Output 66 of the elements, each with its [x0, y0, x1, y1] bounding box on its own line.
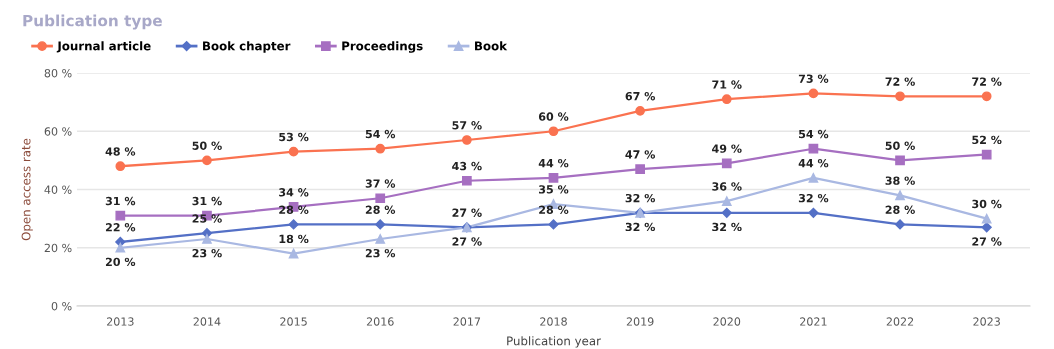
x-axis-title: Publication year	[507, 336, 601, 348]
data-label: 72 %	[972, 77, 1002, 86]
data-label: 48 %	[105, 147, 136, 156]
data-label: 23 %	[365, 248, 396, 258]
data-label: 30 %	[972, 199, 1002, 209]
data-label: 23 %	[192, 248, 222, 258]
x-tick-label: 2021	[800, 317, 827, 326]
y-axis-title: Open access rate	[21, 138, 33, 241]
x-tick-label: 2022	[886, 317, 914, 326]
data-label: 54 %	[799, 129, 829, 139]
data-label: 32 %	[712, 222, 742, 232]
x-tick-label: 2019	[626, 317, 654, 326]
legend-label: Journal article	[56, 41, 151, 53]
data-label: 54 %	[365, 129, 396, 139]
chart-title: Publication type	[23, 14, 162, 30]
data-label: 28 %	[539, 205, 569, 214]
legend-label: Book	[475, 41, 508, 51]
x-tick-label: 2014	[193, 317, 221, 326]
data-label: 28 %	[885, 205, 915, 214]
data-label: 32 %	[798, 193, 829, 203]
x-tick-label: 2016	[366, 317, 394, 326]
legend-label: Book chapter	[203, 41, 291, 53]
data-label: 32 %	[625, 193, 656, 203]
y-tick-label: 0 %	[51, 301, 72, 311]
data-label: 18 %	[279, 234, 309, 244]
data-label: 53 %	[279, 132, 309, 142]
y-tick-label: 40 %	[44, 185, 72, 194]
data-label: 36 %	[712, 182, 742, 191]
data-label: 20 %	[105, 257, 136, 267]
data-label: 31 %	[192, 196, 222, 206]
data-label: 72 %	[885, 77, 915, 86]
data-label: 27 %	[452, 237, 482, 246]
data-label: 35 %	[539, 185, 569, 194]
data-label: 50 %	[885, 141, 915, 150]
data-label: 27 %	[972, 237, 1002, 246]
x-tick-label: 2018	[540, 317, 567, 326]
data-label: 71 %	[712, 80, 742, 89]
data-label: 57 %	[452, 121, 482, 130]
data-label: 25 %	[192, 214, 222, 223]
data-label: 44 %	[798, 158, 829, 168]
y-tick-label: 20 %	[44, 243, 72, 253]
data-label: 60 %	[538, 112, 569, 121]
data-label: 52 %	[972, 135, 1002, 145]
data-label: 49 %	[712, 144, 742, 153]
legend-label: Proceedings	[342, 41, 423, 53]
data-label: 67 %	[625, 91, 656, 101]
data-label: 31 %	[105, 196, 136, 206]
data-label: 22 %	[105, 223, 136, 232]
data-label: 28 %	[365, 205, 396, 214]
x-tick-label: 2020	[713, 317, 741, 326]
data-label: 34 %	[279, 188, 309, 197]
data-label: 50 %	[192, 141, 222, 150]
data-label: 47 %	[625, 150, 656, 159]
data-label: 32 %	[625, 222, 656, 232]
x-tick-label: 2015	[280, 317, 307, 326]
x-tick-label: 2017	[453, 317, 481, 326]
y-tick-label: 80 %	[44, 68, 72, 78]
data-label: 38 %	[885, 176, 915, 185]
x-tick-label: 2023	[973, 317, 1000, 326]
data-label: 27 %	[452, 208, 482, 217]
data-label: 43 %	[452, 161, 482, 171]
data-label: 44 %	[538, 158, 569, 168]
data-label: 37 %	[365, 179, 396, 188]
y-tick-label: 60 %	[44, 127, 72, 136]
data-label: 73 %	[798, 74, 829, 83]
x-tick-label: 2013	[106, 317, 134, 326]
